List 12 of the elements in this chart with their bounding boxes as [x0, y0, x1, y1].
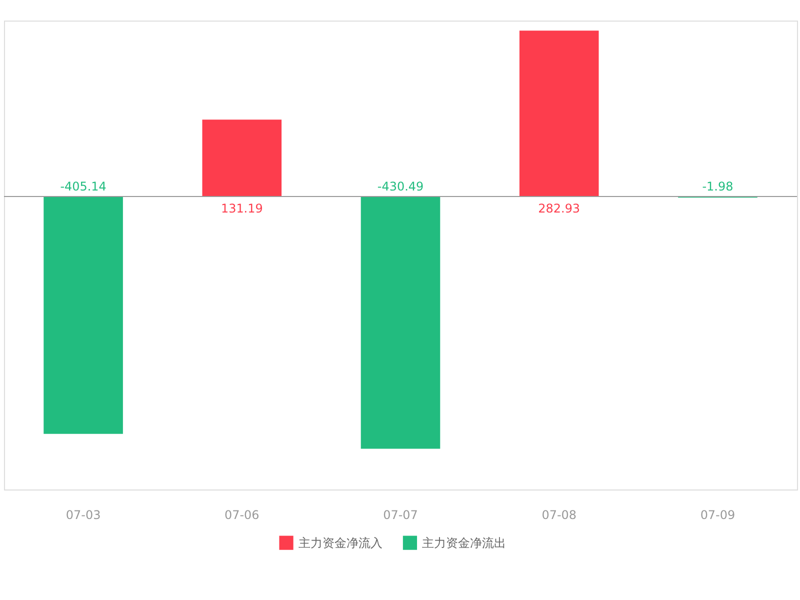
- x-tick-label: 07-06: [224, 508, 260, 522]
- x-tick-label: 07-07: [383, 508, 418, 522]
- data-label: 131.19: [220, 201, 263, 216]
- data-label: -405.14: [60, 179, 106, 194]
- x-tick-label: 07-08: [542, 508, 576, 522]
- legend-label: 主力资金净流出: [422, 536, 506, 550]
- legend-label: 主力资金净流入: [298, 536, 382, 550]
- data-label: 282.93: [538, 201, 580, 216]
- x-tick-label: 07-09: [700, 508, 736, 522]
- x-tick-label: 07-03: [66, 508, 101, 522]
- data-label: -1.98: [702, 179, 734, 194]
- data-label: -430.49: [377, 179, 424, 194]
